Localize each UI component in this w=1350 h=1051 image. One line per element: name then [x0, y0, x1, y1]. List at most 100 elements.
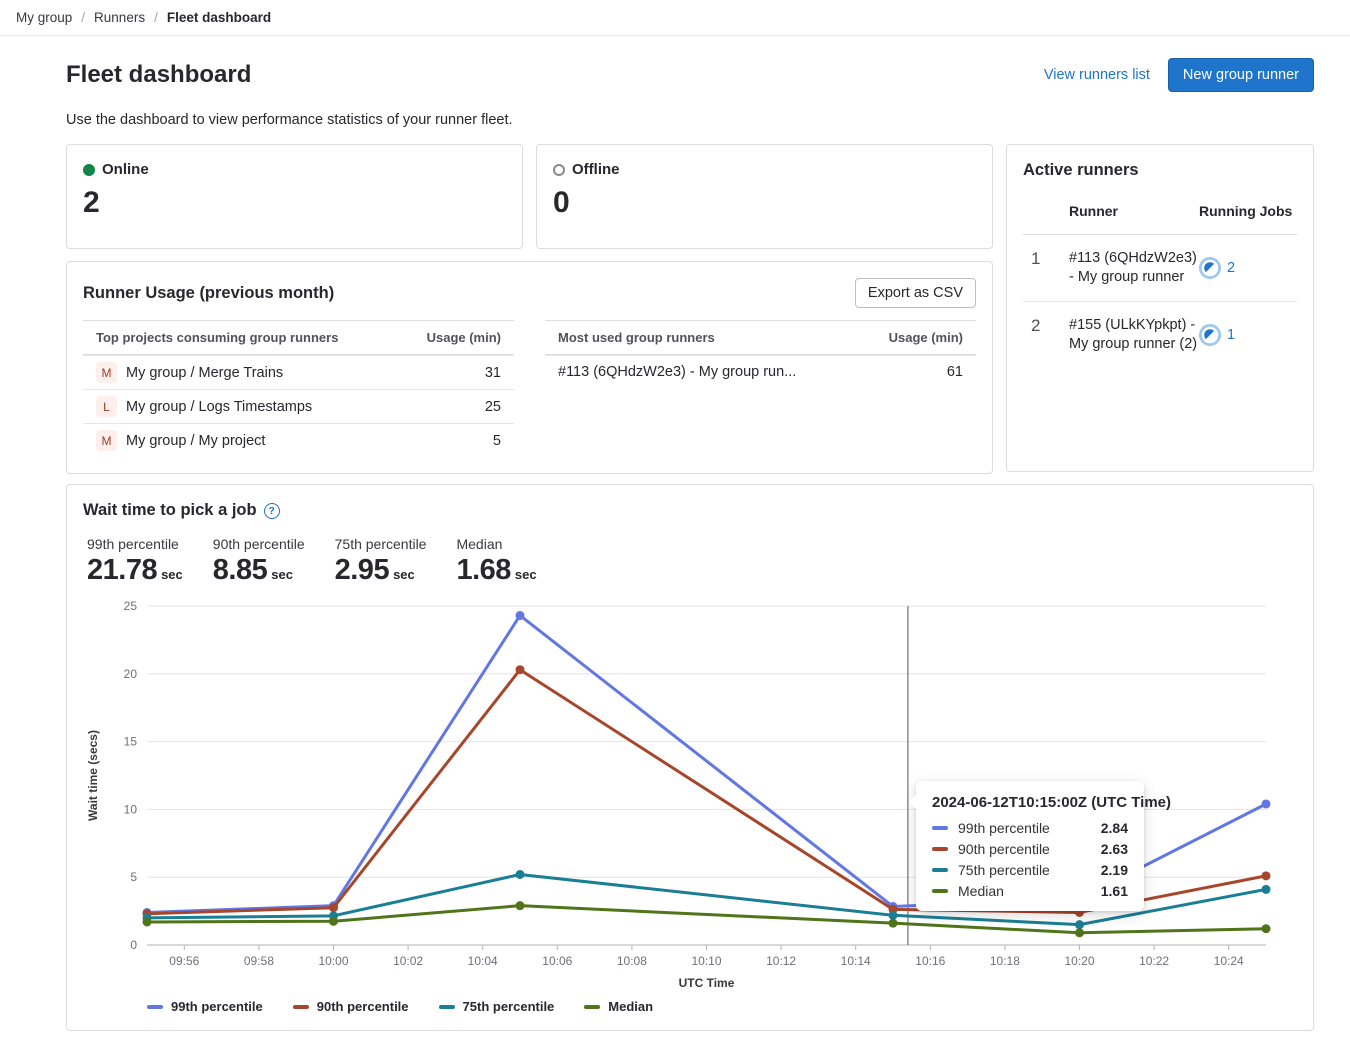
stat-99th: 99th percentile 21.78sec [87, 536, 183, 587]
stat-label: 99th percentile [87, 536, 183, 552]
legend-item-99th[interactable]: 99th percentile [147, 999, 263, 1014]
svg-text:0: 0 [130, 938, 137, 952]
offline-card-header: Offline [553, 161, 976, 178]
active-runners-title: Active runners [1023, 161, 1297, 180]
running-status-icon [1199, 324, 1221, 346]
wait-time-chart[interactable]: 051015202509:5609:5810:0010:0210:0410:06… [83, 599, 1297, 997]
left-column: Online 2 Offline 0 Runner Usage (previou… [66, 144, 993, 474]
legend-label: Median [608, 999, 653, 1014]
svg-text:10: 10 [124, 802, 138, 816]
table-row: 1 #113 (6QHdzW2e3) - My group runner 2 [1023, 235, 1297, 302]
runner-name: #113 (6QHdzW2e3) - My group run... [558, 364, 796, 380]
percentile-stats-row: 99th percentile 21.78sec 90th percentile… [87, 536, 1297, 587]
page-header: Fleet dashboard View runners list New gr… [66, 58, 1314, 92]
export-csv-button[interactable]: Export as CSV [855, 278, 976, 308]
running-jobs-count: 1 [1227, 327, 1235, 343]
project-usage: 5 [493, 433, 501, 449]
tooltip-row: 75th percentile 2.19 [932, 862, 1128, 878]
svg-text:10:14: 10:14 [841, 954, 871, 968]
svg-text:10:20: 10:20 [1064, 954, 1094, 968]
runner-description[interactable]: #155 (ULkKYpkpt) - My group runner (2) [1069, 316, 1199, 354]
stat-value: 1.68 [456, 554, 510, 587]
active-runners-card: Active runners Runner Running Jobs 1 #11… [1006, 144, 1314, 472]
svg-text:10:24: 10:24 [1214, 954, 1244, 968]
online-runners-card: Online 2 [66, 144, 523, 249]
col-usage-min: Usage (min) [427, 330, 501, 345]
breadcrumb-my-group[interactable]: My group [16, 10, 72, 25]
online-count: 2 [83, 188, 506, 218]
legend-item-90th[interactable]: 90th percentile [293, 999, 409, 1014]
stat-90th: 90th percentile 8.85sec [213, 536, 305, 587]
stat-unit: sec [515, 567, 537, 582]
stat-label: 75th percentile [335, 536, 427, 552]
tooltip-row: Median 1.61 [932, 883, 1128, 899]
series-swatch-99th [147, 1005, 163, 1009]
svg-text:10:06: 10:06 [542, 954, 572, 968]
project-avatar: L [96, 396, 117, 417]
breadcrumb-separator: / [154, 10, 158, 25]
svg-text:10:00: 10:00 [318, 954, 348, 968]
svg-text:20: 20 [124, 667, 138, 681]
running-jobs-cell[interactable]: 2 [1199, 257, 1297, 279]
series-swatch-75th [439, 1005, 455, 1009]
project-name: My group / Logs Timestamps [126, 399, 312, 415]
running-jobs-cell[interactable]: 1 [1199, 324, 1297, 346]
top-projects-table: Top projects consuming group runners Usa… [83, 320, 514, 457]
svg-text:09:58: 09:58 [244, 954, 274, 968]
online-card-header: Online [83, 161, 506, 178]
offline-status-icon [553, 164, 565, 176]
table-row: M My group / Merge Trains 31 [83, 355, 514, 389]
project-name: My group / Merge Trains [126, 365, 283, 381]
offline-runners-card: Offline 0 [536, 144, 993, 249]
breadcrumb: My group / Runners / Fleet dashboard [0, 0, 1350, 36]
breadcrumb-runners[interactable]: Runners [94, 10, 145, 25]
runner-description[interactable]: #113 (6QHdzW2e3) - My group runner [1069, 249, 1199, 287]
col-running-jobs: Running Jobs [1199, 202, 1297, 220]
stat-value: 8.85 [213, 554, 267, 587]
stat-value: 21.78 [87, 554, 157, 587]
tooltip-value: 2.63 [1101, 841, 1128, 857]
legend-item-75th[interactable]: 75th percentile [439, 999, 555, 1014]
page-title: Fleet dashboard [66, 61, 251, 89]
running-status-icon [1199, 257, 1221, 279]
table-row: M My group / My project 5 [83, 423, 514, 457]
chart-tooltip: 2024-06-12T10:15:00Z (UTC Time) 99th per… [916, 781, 1144, 911]
chart-legend: 99th percentile 90th percentile 75th per… [147, 999, 1297, 1014]
right-column: Active runners Runner Running Jobs 1 #11… [1006, 144, 1314, 474]
svg-text:25: 25 [124, 599, 138, 613]
view-runners-list-link[interactable]: View runners list [1044, 67, 1150, 83]
svg-text:10:08: 10:08 [617, 954, 647, 968]
svg-text:10:18: 10:18 [990, 954, 1020, 968]
stat-median: Median 1.68sec [456, 536, 536, 587]
dashboard-description: Use the dashboard to view performance st… [66, 112, 1314, 128]
new-group-runner-button[interactable]: New group runner [1168, 58, 1314, 92]
runner-rank: 1 [1023, 249, 1069, 287]
runner-usage: 61 [947, 364, 963, 380]
help-icon[interactable]: ? [264, 503, 280, 519]
wait-time-title: Wait time to pick a job [83, 501, 257, 520]
legend-item-median[interactable]: Median [584, 999, 653, 1014]
stat-75th: 75th percentile 2.95sec [335, 536, 427, 587]
top-projects-table-header: Top projects consuming group runners Usa… [83, 320, 514, 355]
series-swatch-75th [932, 868, 948, 872]
header-actions: View runners list New group runner [1044, 58, 1314, 92]
running-jobs-count: 2 [1227, 260, 1235, 276]
runner-rank: 2 [1023, 316, 1069, 354]
series-swatch-median [932, 889, 948, 893]
svg-text:10:22: 10:22 [1139, 954, 1169, 968]
offline-label: Offline [572, 161, 620, 178]
series-swatch-90th [293, 1005, 309, 1009]
tooltip-label: 75th percentile [958, 862, 1050, 878]
svg-text:15: 15 [124, 735, 138, 749]
svg-text:10:16: 10:16 [915, 954, 945, 968]
svg-text:10:04: 10:04 [468, 954, 498, 968]
chart-title-row: Wait time to pick a job ? [83, 501, 1297, 520]
status-cards-row: Online 2 Offline 0 [66, 144, 993, 249]
project-avatar: M [96, 362, 117, 383]
tooltip-value: 2.19 [1101, 862, 1128, 878]
legend-label: 90th percentile [317, 999, 409, 1014]
most-used-runners-table: Most used group runners Usage (min) #113… [545, 320, 976, 457]
tooltip-label: Median [958, 883, 1004, 899]
tooltip-value: 1.61 [1101, 883, 1128, 899]
project-avatar: M [96, 430, 117, 451]
